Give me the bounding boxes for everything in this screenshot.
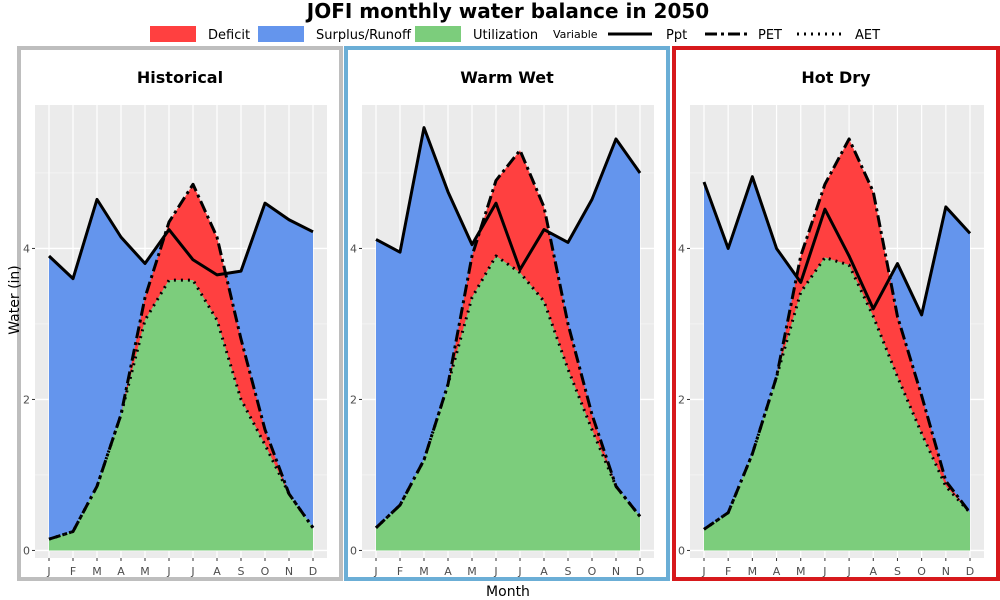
area-utilization — [49, 280, 313, 551]
panel-title: Hot Dry — [801, 68, 871, 87]
legend-variable-title: Variable — [553, 28, 598, 41]
aet-line — [703, 256, 972, 531]
x-tick-label: D — [636, 565, 644, 578]
x-tick-label: O — [917, 565, 926, 578]
legend-line-label-1: PET — [758, 28, 782, 43]
x-tick-label: J — [190, 565, 194, 578]
x-tick-label: D — [966, 565, 974, 578]
y-tick-label: 2 — [350, 393, 357, 406]
legend-line-label-0: Ppt — [666, 28, 687, 43]
area-surplus-runoff — [704, 176, 970, 530]
panels: Historical 0 2 4 J F M A M J J A S O N D Warm Wet 0 2 4 J F M A… — [17, 46, 1000, 581]
area-surplus-runoff — [376, 127, 640, 528]
x-tick-label: J — [701, 565, 705, 578]
area-deficit — [376, 150, 640, 528]
x-tick-label: J — [493, 565, 497, 578]
x-tick-label: F — [397, 565, 403, 578]
x-tick-label: D — [309, 565, 317, 578]
x-tick-label: A — [773, 565, 781, 578]
pet-line — [703, 137, 972, 531]
x-tick-label: M — [140, 565, 150, 578]
x-tick-label: A — [213, 565, 221, 578]
area-deficit — [49, 184, 313, 540]
x-tick-label: A — [540, 565, 548, 578]
y-tick-label: 4 — [23, 242, 30, 255]
aet-line — [374, 254, 642, 529]
x-tick-label: S — [565, 565, 572, 578]
x-tick-label: J — [373, 565, 377, 578]
x-tick-label: J — [846, 565, 850, 578]
area-surplus-runoff — [49, 199, 313, 540]
chart-title: JOFI monthly water balance in 2050 — [305, 0, 709, 23]
y-tick-label: 2 — [23, 393, 30, 406]
x-tick-label: M — [748, 565, 758, 578]
legend-line-label-2: AET — [855, 28, 880, 43]
ppt-line — [702, 175, 972, 317]
legend-swatch-1 — [258, 26, 304, 42]
x-tick-label: M — [796, 565, 806, 578]
legend-swatch-2 — [415, 26, 461, 42]
x-tick-label: J — [822, 565, 826, 578]
area-utilization — [704, 257, 970, 551]
legend: Deficit Surplus/Runoff Utilization Variable… — [150, 26, 880, 43]
x-tick-label: J — [517, 565, 521, 578]
x-tick-label: A — [444, 565, 452, 578]
x-tick-label: O — [261, 565, 270, 578]
aet-line — [48, 278, 315, 541]
y-axis-title: Water (in) — [7, 265, 23, 335]
ppt-line — [47, 197, 314, 281]
legend-label-0: Deficit — [208, 28, 250, 43]
x-tick-label: N — [942, 565, 950, 578]
legend-label-1: Surplus/Runoff — [316, 28, 412, 43]
y-tick-label: 0 — [678, 544, 685, 557]
pet-line — [374, 148, 642, 529]
x-tick-label: J — [166, 565, 170, 578]
x-tick-label: M — [467, 565, 477, 578]
legend-swatch-0 — [150, 26, 196, 42]
y-tick-label: 0 — [350, 544, 357, 557]
ppt-line — [375, 126, 642, 272]
panel-1: Warm Wet 0 2 4 J F M A M J J A S O N D — [344, 46, 670, 581]
pet-line — [48, 182, 315, 541]
x-tick-label: N — [612, 565, 620, 578]
y-tick-label: 4 — [678, 242, 685, 255]
legend-label-2: Utilization — [473, 28, 538, 43]
area-deficit — [704, 138, 970, 530]
y-tick-label: 4 — [350, 242, 357, 255]
x-tick-label: A — [870, 565, 878, 578]
x-tick-label: J — [46, 565, 50, 578]
x-tick-label: N — [285, 565, 293, 578]
x-tick-label: M — [92, 565, 102, 578]
y-tick-label: 0 — [23, 544, 30, 557]
x-tick-label: S — [894, 565, 901, 578]
panel-0: Historical 0 2 4 J F M A M J J A S O N D — [17, 46, 343, 581]
panel-title: Historical — [137, 68, 223, 87]
x-tick-label: A — [117, 565, 125, 578]
x-tick-label: O — [588, 565, 597, 578]
x-tick-label: F — [725, 565, 731, 578]
panel-2: Hot Dry 0 2 4 J F M A M J J A S O N D — [672, 46, 1000, 581]
x-tick-label: M — [419, 565, 429, 578]
area-utilization — [376, 256, 640, 551]
y-tick-label: 2 — [678, 393, 685, 406]
panel-title: Warm Wet — [460, 68, 554, 87]
x-axis-title: Month — [486, 584, 530, 600]
x-tick-label: S — [238, 565, 245, 578]
x-tick-label: F — [70, 565, 76, 578]
